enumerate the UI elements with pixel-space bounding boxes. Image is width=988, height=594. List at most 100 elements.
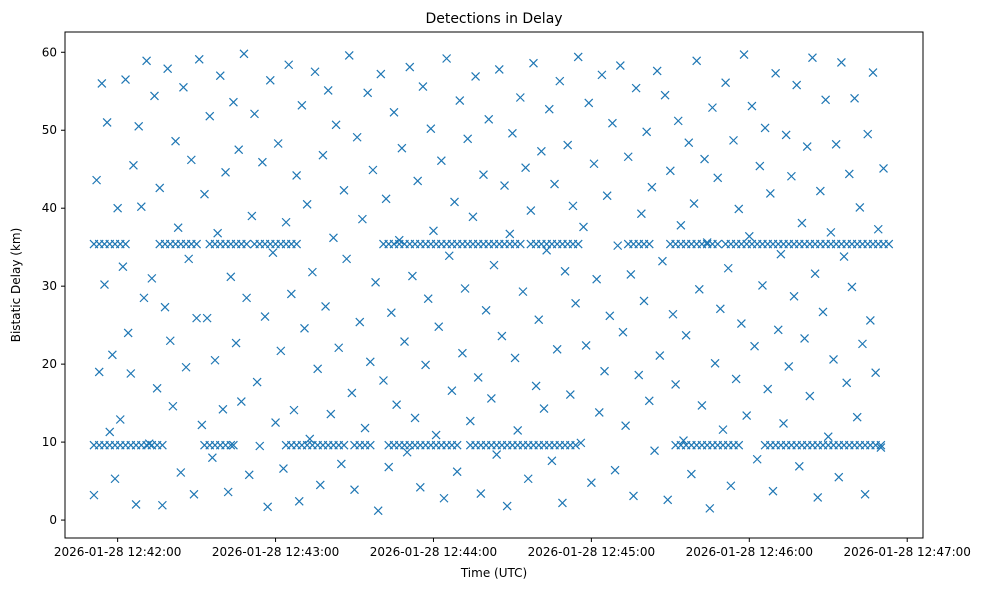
data-marker bbox=[513, 425, 523, 435]
data-marker bbox=[381, 194, 391, 204]
data-marker bbox=[576, 438, 586, 448]
data-marker bbox=[147, 273, 157, 283]
data-marker bbox=[808, 53, 817, 63]
data-marker bbox=[731, 374, 741, 384]
data-marker bbox=[647, 182, 657, 192]
y-tick-label: 10 bbox=[42, 435, 57, 449]
band-marker bbox=[192, 239, 202, 249]
data-marker bbox=[373, 506, 383, 516]
band-marker bbox=[157, 440, 167, 450]
data-marker bbox=[823, 432, 833, 442]
data-marker bbox=[123, 328, 133, 338]
data-marker bbox=[705, 503, 715, 513]
data-marker bbox=[129, 160, 138, 170]
data-marker bbox=[618, 327, 628, 337]
data-marker bbox=[652, 66, 662, 76]
data-marker bbox=[658, 256, 667, 266]
data-marker bbox=[444, 251, 454, 261]
data-marker bbox=[394, 235, 404, 245]
data-marker bbox=[476, 489, 486, 498]
data-marker bbox=[613, 241, 623, 251]
data-marker bbox=[463, 134, 473, 144]
data-marker bbox=[405, 62, 415, 72]
data-marker bbox=[563, 140, 573, 150]
data-marker bbox=[263, 502, 273, 512]
data-marker bbox=[421, 360, 430, 370]
data-marker bbox=[165, 336, 175, 346]
data-marker bbox=[579, 222, 588, 232]
data-marker bbox=[294, 496, 304, 506]
data-marker bbox=[231, 338, 241, 348]
data-marker bbox=[521, 163, 531, 173]
data-marker bbox=[779, 418, 788, 428]
data-marker bbox=[423, 294, 433, 304]
data-marker bbox=[173, 223, 183, 233]
data-marker bbox=[415, 482, 425, 492]
data-marker bbox=[323, 86, 333, 95]
band-marker bbox=[734, 440, 744, 450]
data-marker bbox=[92, 175, 102, 185]
data-marker bbox=[771, 68, 781, 78]
data-markers bbox=[89, 49, 894, 516]
band-marker bbox=[229, 440, 238, 450]
data-marker bbox=[115, 415, 125, 424]
data-marker bbox=[100, 280, 109, 290]
data-marker bbox=[865, 316, 875, 325]
data-marker bbox=[831, 139, 841, 149]
data-marker bbox=[223, 487, 233, 497]
data-marker bbox=[121, 75, 130, 84]
data-marker bbox=[708, 103, 717, 113]
data-marker bbox=[210, 355, 220, 365]
data-marker bbox=[489, 260, 499, 270]
data-marker bbox=[442, 54, 452, 63]
data-marker bbox=[239, 49, 249, 59]
data-marker bbox=[163, 64, 173, 74]
data-marker bbox=[357, 214, 367, 224]
data-marker bbox=[215, 71, 225, 81]
data-marker bbox=[758, 280, 767, 290]
data-marker bbox=[544, 104, 554, 114]
data-marker bbox=[734, 204, 744, 214]
data-marker bbox=[113, 203, 123, 213]
data-marker bbox=[310, 67, 320, 77]
x-tick-label: 2026-01-28 12:42:00 bbox=[54, 545, 181, 559]
data-marker bbox=[673, 116, 683, 126]
data-marker bbox=[397, 143, 407, 153]
data-marker bbox=[410, 413, 420, 423]
data-marker bbox=[750, 341, 759, 351]
data-marker bbox=[452, 467, 462, 477]
data-marker bbox=[526, 206, 536, 215]
data-marker bbox=[279, 464, 288, 474]
data-marker bbox=[342, 254, 352, 264]
data-marker bbox=[584, 98, 594, 108]
data-marker bbox=[610, 465, 620, 475]
data-marker bbox=[486, 394, 496, 403]
data-marker bbox=[413, 176, 423, 186]
data-marker bbox=[655, 351, 665, 360]
data-marker bbox=[484, 114, 494, 124]
data-marker bbox=[792, 80, 802, 90]
data-marker bbox=[365, 357, 375, 367]
data-marker bbox=[492, 450, 502, 460]
data-marker bbox=[94, 367, 104, 377]
data-marker bbox=[594, 408, 604, 417]
data-marker bbox=[713, 173, 723, 183]
data-marker bbox=[784, 362, 794, 371]
data-marker bbox=[692, 56, 702, 66]
data-marker bbox=[265, 75, 275, 85]
data-marker bbox=[276, 346, 286, 356]
data-marker bbox=[534, 315, 544, 325]
data-marker bbox=[244, 470, 254, 480]
data-marker bbox=[665, 166, 675, 176]
data-marker bbox=[455, 96, 465, 106]
data-marker bbox=[760, 123, 770, 133]
data-marker bbox=[105, 427, 115, 437]
data-marker bbox=[729, 135, 738, 145]
data-marker bbox=[329, 233, 338, 243]
data-marker bbox=[457, 348, 467, 358]
data-marker bbox=[558, 498, 567, 508]
data-marker bbox=[876, 443, 886, 452]
data-marker bbox=[436, 156, 446, 166]
data-marker bbox=[502, 501, 512, 511]
data-marker bbox=[202, 313, 212, 323]
